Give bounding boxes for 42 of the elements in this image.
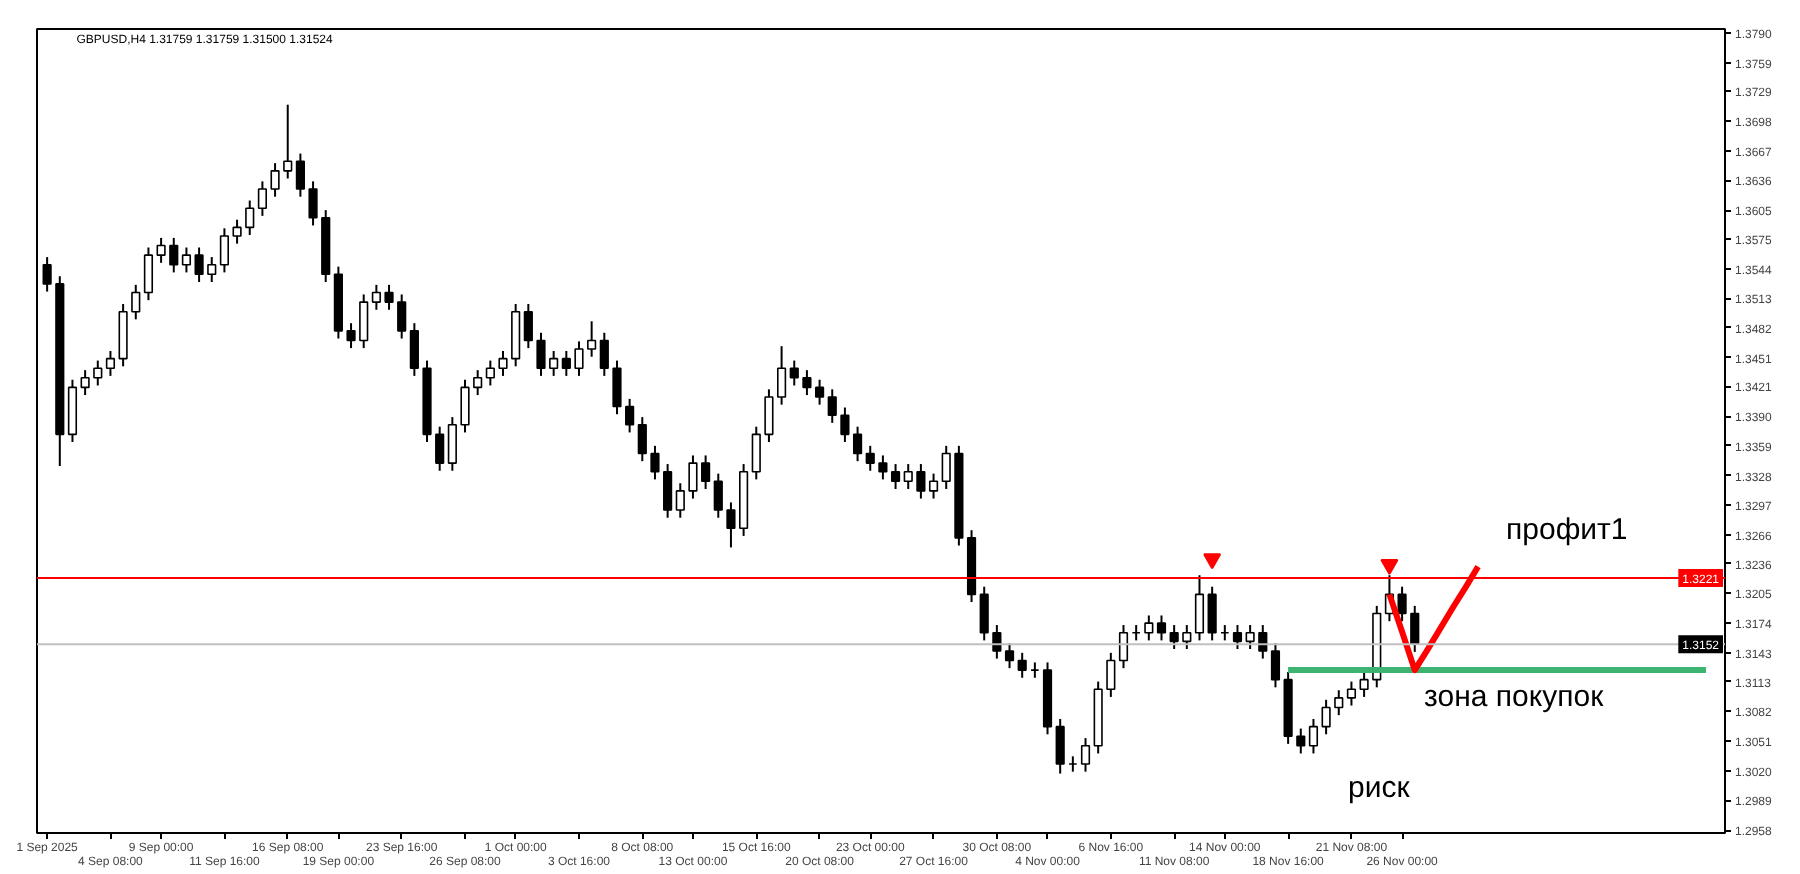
candlestick [1055, 717, 1065, 775]
candlestick [485, 359, 495, 387]
annotation: риск [1348, 771, 1411, 805]
candlestick [143, 246, 154, 302]
candlestick [1118, 624, 1129, 670]
candlestick [80, 369, 90, 397]
candlestick [1270, 642, 1281, 689]
candlestick [1194, 574, 1205, 642]
candlestick [878, 454, 888, 481]
candlestick [1144, 614, 1154, 642]
candlestick [1004, 642, 1015, 670]
candlestick [1232, 624, 1243, 651]
candlestick [498, 349, 508, 377]
candlestick [802, 369, 812, 397]
candlestick [1017, 651, 1027, 679]
candlestick [789, 359, 799, 387]
candlestick [890, 463, 901, 490]
candlestick [105, 349, 116, 377]
candlestick [777, 345, 787, 406]
candlestick [1346, 680, 1357, 707]
candlestick [814, 378, 825, 406]
series-label: профит1 [1506, 512, 1628, 547]
candlestick [93, 359, 103, 387]
candlestick [270, 162, 280, 198]
candlestick [1080, 737, 1091, 773]
candlestick [713, 472, 723, 519]
candlestick [67, 378, 78, 444]
candlestick [852, 425, 863, 463]
candlestick [42, 256, 52, 293]
candlestick [1308, 717, 1319, 755]
candlestick [1296, 727, 1306, 755]
candlestick [928, 472, 939, 500]
candlestick [257, 180, 267, 217]
candlestick [675, 482, 685, 519]
candlestick [511, 303, 521, 368]
candlestick [283, 103, 293, 180]
candlestick [397, 293, 407, 340]
candlestick [865, 444, 875, 472]
series-label: зона покупок [1424, 680, 1605, 715]
candlestick [435, 425, 445, 472]
candlestick [1207, 585, 1217, 642]
candlestick [1156, 614, 1167, 642]
